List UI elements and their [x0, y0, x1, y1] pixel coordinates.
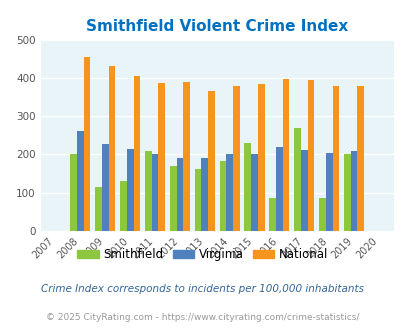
Bar [300, 150, 307, 231]
Bar [95, 187, 102, 231]
Bar [257, 84, 264, 231]
Bar [294, 128, 300, 231]
Bar [83, 57, 90, 231]
Text: Crime Index corresponds to incidents per 100,000 inhabitants: Crime Index corresponds to incidents per… [41, 284, 364, 294]
Bar [275, 147, 282, 231]
Bar [194, 169, 201, 231]
Bar [356, 85, 363, 231]
Bar [219, 161, 226, 231]
Bar [145, 150, 151, 231]
Bar [332, 85, 339, 231]
Bar [151, 154, 158, 231]
Bar [126, 149, 133, 231]
Bar [226, 154, 232, 231]
Text: © 2025 CityRating.com - https://www.cityrating.com/crime-statistics/: © 2025 CityRating.com - https://www.city… [46, 313, 359, 322]
Bar [251, 154, 257, 231]
Bar [208, 90, 214, 231]
Bar [158, 83, 165, 231]
Bar [120, 181, 126, 231]
Bar [318, 198, 325, 231]
Bar [350, 150, 356, 231]
Bar [307, 80, 313, 231]
Bar [176, 157, 183, 231]
Bar [183, 82, 190, 231]
Bar [102, 144, 109, 231]
Bar [201, 158, 208, 231]
Bar [109, 66, 115, 231]
Bar [232, 86, 239, 231]
Bar [244, 143, 251, 231]
Bar [133, 76, 140, 231]
Bar [70, 154, 77, 231]
Title: Smithfield Violent Crime Index: Smithfield Violent Crime Index [86, 19, 347, 34]
Legend: Smithfield, Virginia, National: Smithfield, Virginia, National [72, 244, 333, 266]
Bar [169, 166, 176, 231]
Bar [269, 198, 275, 231]
Bar [282, 79, 289, 231]
Bar [343, 154, 350, 231]
Bar [77, 131, 83, 231]
Bar [325, 153, 332, 231]
